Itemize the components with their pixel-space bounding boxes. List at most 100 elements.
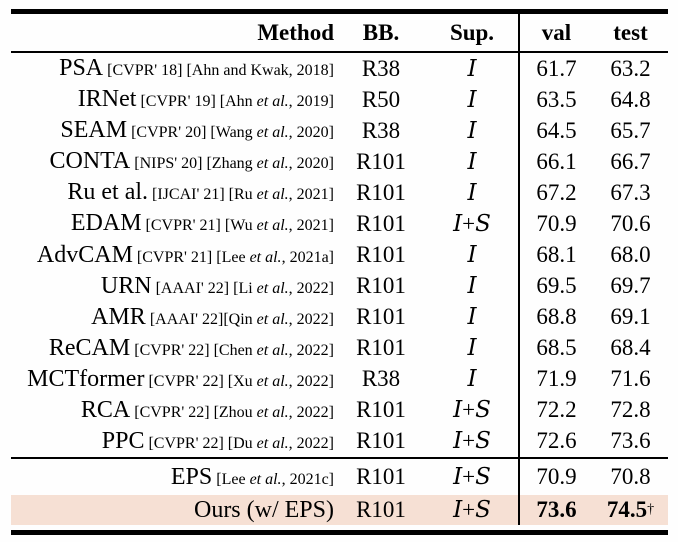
method-cell: AMR [AAAI' 22][Qin et al., 2022] <box>11 302 336 333</box>
method-cell: PPC [CVPR' 22] [Du et al., 2022] <box>11 426 336 457</box>
test-score-cell: 68.0 <box>610 242 651 267</box>
col-header-supervision: Sup. <box>449 19 495 45</box>
table-row: URN [AAAI' 22] [Li et al., 2022] R101 I 69.… <box>11 270 668 302</box>
method-cell: ReCAM [CVPR' 22] [Chen et al., 2022] <box>11 333 336 364</box>
col-header-test: test <box>613 19 648 45</box>
method-label: RCA [CVPR' 22] [Zhou et al., 2022] <box>80 396 334 423</box>
table-row-ours: Ours (w/ EPS) R101 I + S 73.6 74.5 † <box>11 495 668 525</box>
table-row: RCA [CVPR' 22] [Zhou et al., 2022] R101 I … <box>11 394 668 426</box>
table-row: EPS [Lee et al., 2021c] R101 I + S 70.9 70.8 <box>11 459 668 495</box>
val-score-cell: 70.9 <box>518 459 593 495</box>
test-score-cell: 70.8 <box>610 464 651 489</box>
backbone-cell: R101 <box>356 464 406 489</box>
backbone-cell: R101 <box>356 397 406 423</box>
table-row: Ru et al. [IJCAI' 21] [Ru et al., 2021] R… <box>11 177 668 209</box>
backbone-cell: R101 <box>356 273 406 299</box>
method-cell: Ru et al. [IJCAI' 21] [Ru et al., 2021] <box>11 177 336 208</box>
col-header-method: Method <box>257 19 334 45</box>
val-score-cell: 71.9 <box>518 363 593 395</box>
table-row: PPC [CVPR' 22] [Du et al., 2022] R101 I + … <box>11 425 668 458</box>
method-cell: Ours (w/ EPS) <box>11 495 336 525</box>
method-label: Ru et al. [IJCAI' 21] [Ru et al., 2021] <box>67 179 334 206</box>
method-cell: CONTA [NIPS' 20] [Zhang et al., 2020] <box>11 146 336 177</box>
header-rule <box>11 51 668 53</box>
benchmark-table: Method BB. Sup. val test PSA [CVPR' 18] … <box>11 9 668 535</box>
supervision-cell: I <box>467 117 477 144</box>
method-label: AMR [AAAI' 22][Qin et al., 2022] <box>91 303 334 330</box>
citation-label: [CVPR' 21] [Lee et al., 2021a] <box>136 248 334 266</box>
citation-label: [CVPR' 22] [Du et al., 2022] <box>148 434 334 452</box>
method-label: MCTformer [CVPR' 22] [Xu et al., 2022] <box>27 365 334 392</box>
supervision-cell: I + S <box>453 464 491 490</box>
citation-label: [CVPR' 21] [Wu et al., 2021] <box>145 217 334 235</box>
method-label: PPC [CVPR' 22] [Du et al., 2022] <box>101 427 334 454</box>
method-label: URN [AAAI' 22] [Li et al., 2022] <box>100 272 334 299</box>
col-header-val: val <box>518 14 593 51</box>
test-score-cell: 67.3 <box>610 179 651 205</box>
backbone-cell: R101 <box>356 335 406 361</box>
method-cell: EDAM [CVPR' 21] [Wu et al., 2021] <box>11 208 336 239</box>
citation-label: [CVPR' 19] [Ahn et al., 2019] <box>140 93 334 111</box>
supervision-cell: I <box>467 148 477 175</box>
test-score-cell: 71.6 <box>610 366 651 392</box>
backbone-cell: R50 <box>361 86 401 112</box>
citation-label: [IJCAI' 21] [Ru et al., 2021] <box>152 186 334 204</box>
table-row: AMR [AAAI' 22][Qin et al., 2022] R101 I 68.… <box>11 301 668 333</box>
val-score-cell: 73.6 <box>518 495 593 525</box>
method-cell: PSA [CVPR' 18] [Ahn and Kwak, 2018] <box>11 53 336 84</box>
method-label: Ours (w/ EPS) <box>193 496 334 523</box>
supervision-cell: I <box>467 366 477 393</box>
bottom-rule <box>11 530 668 535</box>
table-row: SEAM [CVPR' 20] [Wang et al., 2020] R38 I 6… <box>11 115 668 147</box>
test-score-cell: 68.4 <box>610 335 651 361</box>
test-score-cell: 64.8 <box>610 86 651 112</box>
supervision-cell: I + S <box>453 497 491 523</box>
test-score-cell: 66.7 <box>610 148 651 174</box>
backbone-cell: R101 <box>356 179 406 205</box>
supervision-cell: I <box>467 273 477 300</box>
backbone-cell: R101 <box>356 148 406 174</box>
method-cell: MCTformer [CVPR' 22] [Xu et al., 2022] <box>11 364 336 395</box>
table-header-row: Method BB. Sup. val test <box>11 14 668 51</box>
method-label: CONTA [NIPS' 20] [Zhang et al., 2020] <box>49 148 335 175</box>
citation-label: [CVPR' 22] [Zhou et al., 2022] <box>134 403 334 421</box>
citation-label: [NIPS' 20] [Zhang et al., 2020] <box>134 155 334 173</box>
val-score-cell: 68.8 <box>518 301 593 333</box>
backbone-cell: R101 <box>356 210 406 236</box>
table-footer-body: EPS [Lee et al., 2021c] R101 I + S 70.9 70.8… <box>11 459 668 525</box>
method-label: EPS [Lee et al., 2021c] <box>170 463 334 490</box>
method-cell: SEAM [CVPR' 20] [Wang et al., 2020] <box>11 115 336 146</box>
method-cell: URN [AAAI' 22] [Li et al., 2022] <box>11 271 336 302</box>
supervision-cell: I <box>467 55 477 82</box>
method-label: AdvCAM [CVPR' 21] [Lee et al., 2021a] <box>36 241 334 268</box>
test-score-cell: 74.5 † <box>606 497 655 522</box>
citation-label: [Lee et al., 2021c] <box>216 470 334 488</box>
val-score-cell: 72.6 <box>518 425 593 458</box>
backbone-cell: R38 <box>361 366 401 392</box>
test-score-cell: 69.1 <box>610 304 651 330</box>
backbone-cell: R101 <box>356 304 406 330</box>
method-cell: RCA [CVPR' 22] [Zhou et al., 2022] <box>11 395 336 426</box>
val-score-cell: 66.1 <box>518 146 593 178</box>
test-score-cell: 65.7 <box>610 117 651 143</box>
supervision-cell: I <box>467 179 477 206</box>
table-row: EDAM [CVPR' 21] [Wu et al., 2021] R101 I +… <box>11 208 668 240</box>
test-score-cell: 69.7 <box>610 273 651 299</box>
backbone-cell: R38 <box>361 117 401 143</box>
method-label: SEAM [CVPR' 20] [Wang et al., 2020] <box>60 117 334 144</box>
supervision-cell: I <box>467 86 477 113</box>
supervision-cell: I <box>467 242 477 268</box>
table-row: IRNet [CVPR' 19] [Ahn et al., 2019] R50 I 6… <box>11 84 668 116</box>
method-label: ReCAM [CVPR' 22] [Chen et al., 2022] <box>48 334 334 361</box>
method-label: IRNet [CVPR' 19] [Ahn et al., 2019] <box>77 86 334 113</box>
backbone-cell: R101 <box>356 242 406 267</box>
citation-label: [CVPR' 18] [Ahn and Kwak, 2018] <box>107 62 334 80</box>
val-score-cell: 69.5 <box>518 270 593 302</box>
supervision-cell: I <box>467 304 477 331</box>
backbone-cell: R38 <box>361 55 401 81</box>
citation-label: [CVPR' 20] [Wang et al., 2020] <box>131 124 334 142</box>
val-score-cell: 63.5 <box>518 84 593 116</box>
table-row: CONTA [NIPS' 20] [Zhang et al., 2020] R10… <box>11 146 668 178</box>
citation-label: [CVPR' 22] [Chen et al., 2022] <box>134 341 334 359</box>
method-cell: EPS [Lee et al., 2021c] <box>11 459 336 495</box>
